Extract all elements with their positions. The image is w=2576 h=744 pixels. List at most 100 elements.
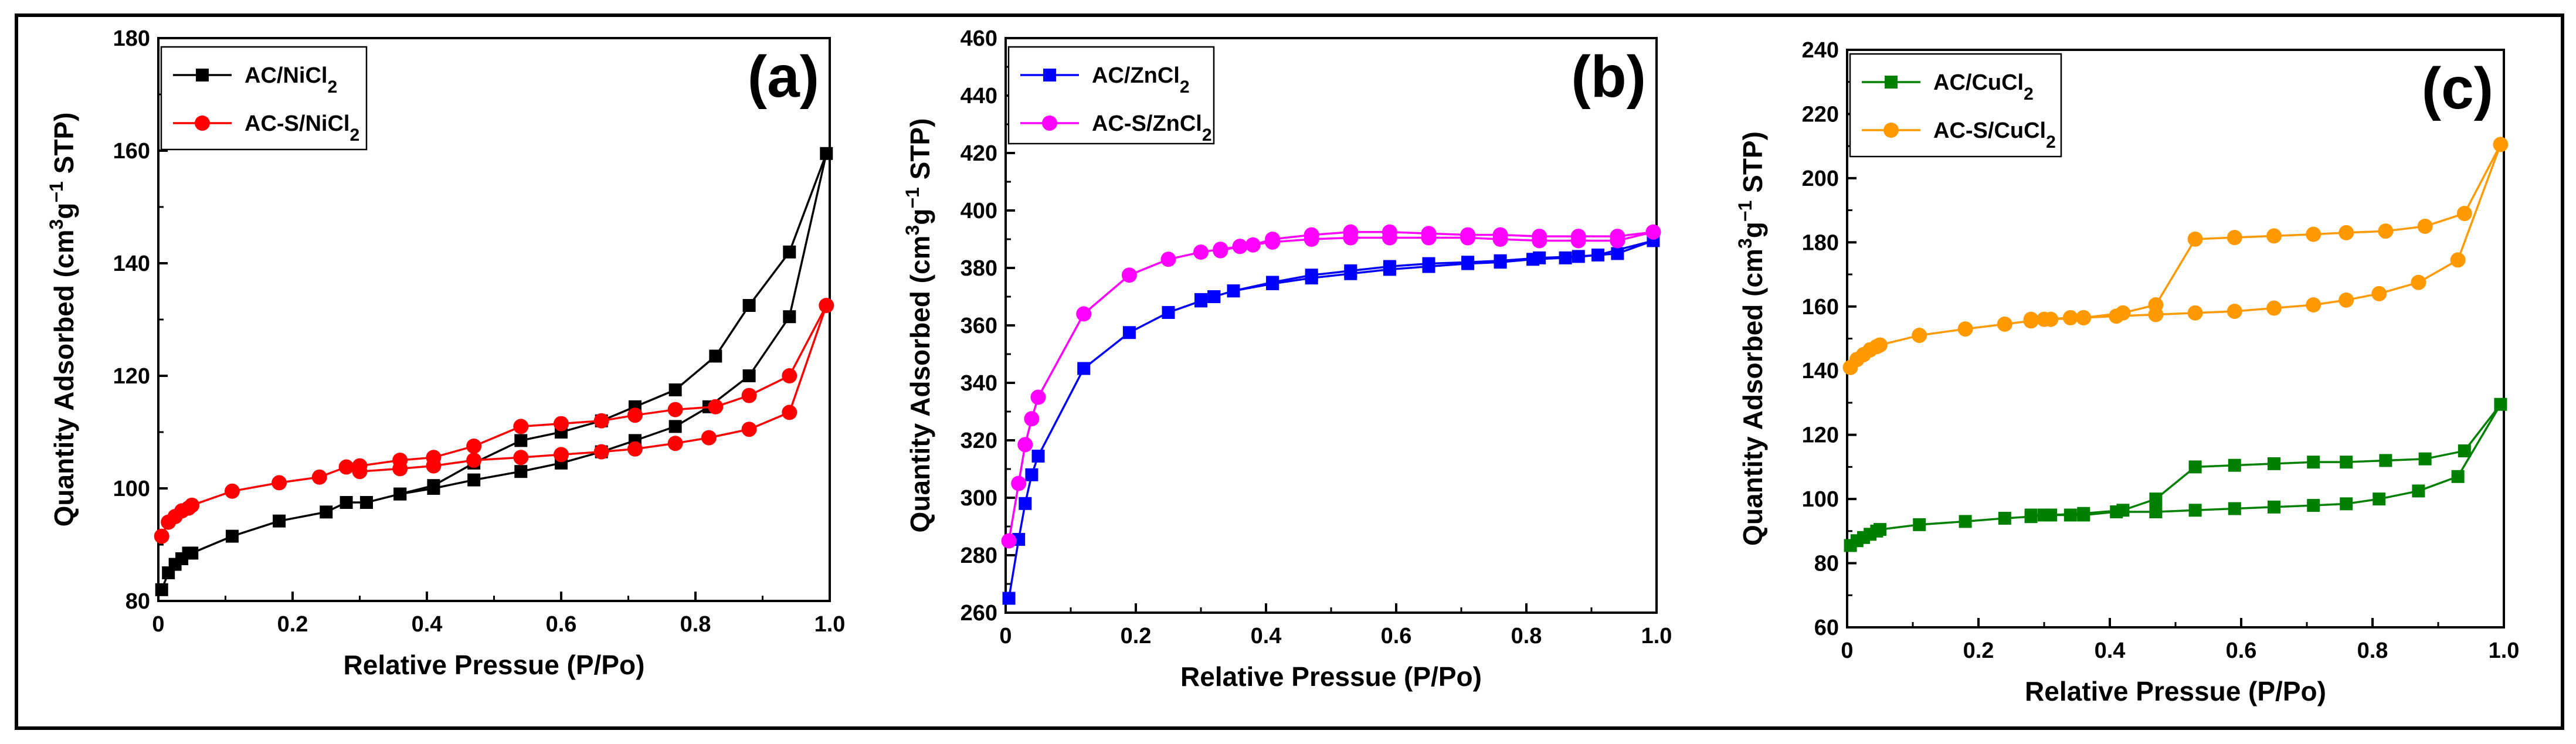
data-point	[2450, 252, 2466, 268]
data-point	[154, 528, 169, 544]
y-axis-title-part: −1	[902, 187, 923, 208]
y-axis-title-part: g	[49, 203, 79, 219]
y-tick-label: 160	[113, 139, 150, 164]
data-point	[2307, 456, 2320, 469]
data-point	[467, 473, 481, 487]
data-point	[667, 402, 683, 417]
y-axis-title-part: STP)	[49, 113, 79, 182]
y-tick-label: 100	[1802, 487, 1839, 512]
data-point	[2188, 504, 2202, 517]
data-point	[593, 413, 609, 429]
y-tick-label: 200	[1802, 167, 1839, 191]
data-point	[1002, 592, 1016, 605]
data-point	[593, 444, 609, 460]
data-point	[1265, 232, 1281, 247]
data-point	[1421, 226, 1437, 242]
data-point	[466, 439, 482, 454]
legend-label-base: AC/NiCl	[245, 63, 327, 88]
legend-marker	[1883, 123, 1899, 138]
data-point	[2339, 225, 2354, 240]
data-point	[742, 299, 756, 312]
data-point	[2371, 286, 2387, 301]
legend-box	[1007, 46, 1215, 145]
data-point	[1019, 497, 1032, 510]
data-point	[2227, 303, 2242, 319]
y-tick-label: 80	[1814, 552, 1839, 576]
y-tick-label: 160	[1802, 295, 1839, 320]
y-tick-label: 120	[1802, 423, 1839, 448]
data-point	[1610, 229, 1625, 244]
panel-label: (c)	[2422, 56, 2493, 121]
y-axis-title-part: g	[905, 209, 935, 225]
x-tick-label: 0.8	[1511, 624, 1542, 648]
data-point	[2378, 223, 2394, 239]
data-point	[1025, 468, 1038, 481]
data-point	[155, 583, 168, 596]
legend-label: AC/NiCl2	[245, 63, 337, 97]
data-point	[2188, 460, 2202, 474]
data-point	[820, 147, 833, 160]
data-point	[819, 298, 834, 313]
y-axis-title: Quantity Adsorbed (cm3g−1 STP)	[902, 118, 935, 533]
y-tick-label: 100	[113, 477, 150, 501]
data-point	[271, 475, 287, 491]
data-point	[742, 369, 756, 382]
y-tick-label: 80	[125, 589, 150, 614]
data-point	[2456, 206, 2472, 222]
data-point	[782, 368, 797, 383]
data-point	[1121, 267, 1137, 283]
data-point	[1382, 224, 1397, 240]
data-point	[185, 546, 199, 560]
legend-label-subscript: 2	[2024, 84, 2034, 104]
legend-marker	[196, 69, 209, 81]
data-point	[783, 245, 796, 259]
y-tick-label: 120	[113, 364, 150, 389]
data-point	[1017, 437, 1033, 453]
data-point	[1570, 229, 1586, 244]
data-point	[2458, 444, 2471, 458]
data-point	[1077, 362, 1091, 375]
y-tick-label: 260	[961, 601, 997, 626]
x-tick-label: 0.4	[412, 612, 443, 637]
data-point	[2493, 137, 2509, 152]
y-tick-label: 140	[1802, 359, 1839, 383]
data-point	[352, 458, 368, 474]
y-axis-title-part: STP)	[905, 118, 935, 188]
data-point	[1460, 227, 1476, 243]
x-tick-label: 1.0	[2489, 638, 2520, 663]
y-axis-title-part: 3	[46, 219, 67, 230]
data-point	[1076, 306, 1092, 322]
data-point	[2187, 231, 2203, 247]
x-tick-label: 0.8	[2357, 638, 2388, 663]
data-point	[1162, 305, 1175, 319]
data-point	[554, 447, 569, 463]
data-point	[2077, 507, 2090, 520]
data-point	[2149, 505, 2163, 518]
data-point	[1245, 237, 1261, 253]
legend-marker	[1042, 115, 1057, 131]
data-point	[1494, 254, 1507, 267]
legend-label-base: AC-S/ZnCl	[1092, 111, 1202, 136]
y-tick-label: 320	[961, 429, 997, 453]
data-point	[1193, 244, 1209, 260]
x-tick-label: 0.4	[1251, 624, 1282, 648]
data-point	[2149, 492, 2163, 506]
data-point	[627, 407, 643, 423]
data-point	[1645, 224, 1661, 240]
legend-label-subscript: 2	[1180, 77, 1190, 97]
legend-label-subscript: 2	[327, 77, 337, 97]
y-tick-label: 240	[1802, 38, 1839, 63]
data-point	[2494, 398, 2507, 411]
data-point	[2062, 310, 2078, 325]
data-point	[2340, 497, 2353, 511]
data-point	[2418, 452, 2432, 466]
data-point	[1533, 251, 1546, 264]
data-point	[224, 483, 240, 499]
data-point	[1160, 252, 1176, 267]
data-point	[2306, 297, 2322, 313]
data-point	[1227, 284, 1240, 298]
legend-label-base: AC-S/NiCl	[245, 111, 349, 136]
